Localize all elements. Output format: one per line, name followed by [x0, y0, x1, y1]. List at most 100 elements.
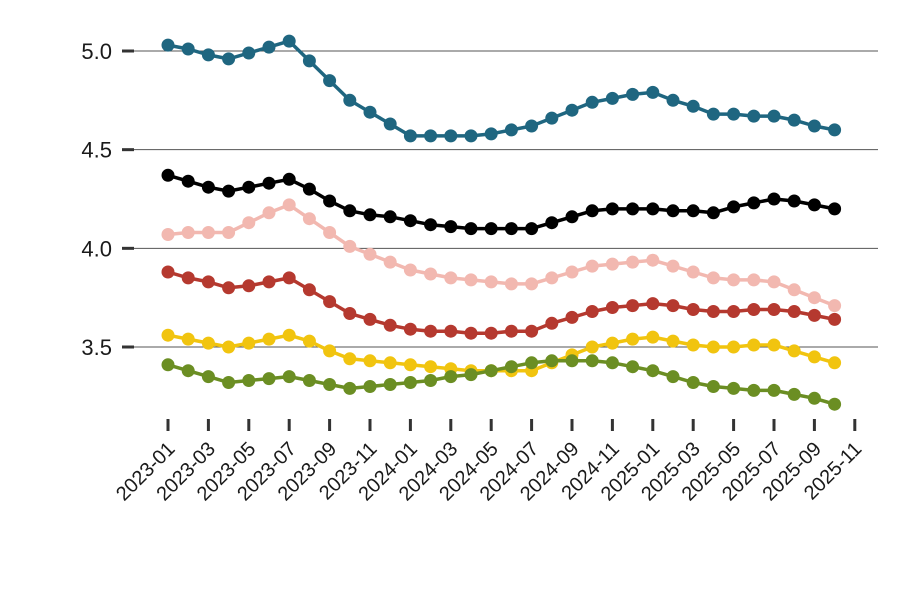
data-point: [807, 350, 821, 364]
data-point: [464, 273, 478, 287]
data-point: [201, 226, 215, 239]
data-point: [403, 263, 417, 277]
data-point: [727, 107, 741, 121]
data-point: [323, 344, 337, 358]
data-point: [605, 301, 619, 314]
data-point: [282, 198, 296, 212]
data-point: [767, 303, 781, 316]
data-point: [181, 332, 195, 346]
data-point: [302, 334, 316, 348]
data-point: [807, 198, 821, 212]
data-point: [363, 312, 377, 326]
y-tick-label: 4.0: [81, 236, 112, 261]
data-point: [181, 364, 195, 378]
data-point: [484, 127, 498, 141]
data-point: [363, 354, 377, 368]
series-line: [167, 270, 835, 335]
data-point: [383, 210, 397, 224]
data-point: [787, 387, 801, 401]
data-point: [767, 109, 781, 123]
data-point: [706, 305, 720, 318]
data-point: [525, 119, 539, 133]
data-point: [525, 324, 539, 338]
data-point: [302, 54, 316, 68]
data-point: [807, 291, 821, 305]
data-point: [666, 299, 680, 313]
y-tick-label: 4.5: [81, 138, 112, 163]
data-point: [626, 255, 640, 269]
data-point: [504, 324, 518, 338]
data-point: [807, 119, 821, 133]
data-point: [383, 356, 397, 370]
data-point: [605, 91, 619, 105]
data-point: [747, 338, 761, 352]
data-point: [201, 275, 215, 289]
data-point: [828, 123, 842, 137]
data-point: [565, 354, 579, 368]
data-point: [585, 259, 599, 273]
data-point: [484, 222, 498, 236]
data-point: [363, 208, 377, 222]
data-point: [565, 210, 579, 224]
series-line: [167, 203, 836, 308]
x-axis: 2023-012023-032023-052023-072023-092023-…: [112, 419, 866, 505]
data-point: [282, 172, 296, 186]
data-point: [242, 46, 256, 60]
data-point: [767, 275, 781, 289]
data-point: [302, 283, 316, 297]
data-point: [403, 322, 417, 336]
data-point: [343, 381, 357, 395]
data-point: [828, 202, 842, 216]
data-point: [262, 332, 276, 346]
data-point: [686, 376, 700, 389]
data-point: [464, 368, 478, 382]
data-point: [706, 107, 720, 121]
data-point: [383, 318, 397, 332]
data-point: [323, 295, 337, 309]
data-point: [747, 109, 761, 123]
data-point: [222, 340, 236, 354]
data-point: [424, 218, 438, 232]
data-point: [565, 310, 579, 324]
data-point: [484, 364, 498, 378]
data-point: [464, 326, 478, 340]
data-point: [323, 194, 337, 208]
data-point: [403, 129, 417, 143]
data-point: [181, 271, 195, 285]
data-point: [222, 184, 236, 198]
data-point: [222, 281, 236, 295]
data-point: [585, 95, 599, 109]
data-point: [626, 87, 640, 101]
data-point: [484, 326, 498, 340]
data-point: [403, 376, 417, 389]
series-6: [161, 354, 842, 411]
data-point: [282, 34, 296, 48]
data-point: [403, 358, 417, 372]
data-point: [828, 312, 842, 326]
data-point: [545, 354, 559, 368]
data-point: [161, 328, 175, 342]
data-point: [706, 271, 720, 285]
data-point: [828, 397, 842, 411]
data-point: [323, 226, 337, 239]
data-point: [424, 129, 438, 143]
data-point: [222, 52, 236, 66]
data-point: [727, 340, 741, 354]
data-point: [262, 176, 276, 190]
data-point: [585, 340, 599, 354]
data-point: [181, 174, 195, 188]
data-point: [666, 93, 680, 107]
data-point: [343, 307, 357, 320]
series-1: [161, 34, 842, 143]
data-point: [242, 279, 256, 293]
data-point: [666, 259, 680, 273]
data-point: [504, 222, 518, 236]
data-point: [161, 358, 175, 372]
data-point: [666, 370, 680, 384]
data-point: [444, 220, 458, 234]
data-point: [787, 344, 801, 358]
data-point: [727, 200, 741, 214]
data-point: [767, 192, 781, 206]
data-point: [605, 336, 619, 350]
data-point: [706, 206, 720, 220]
